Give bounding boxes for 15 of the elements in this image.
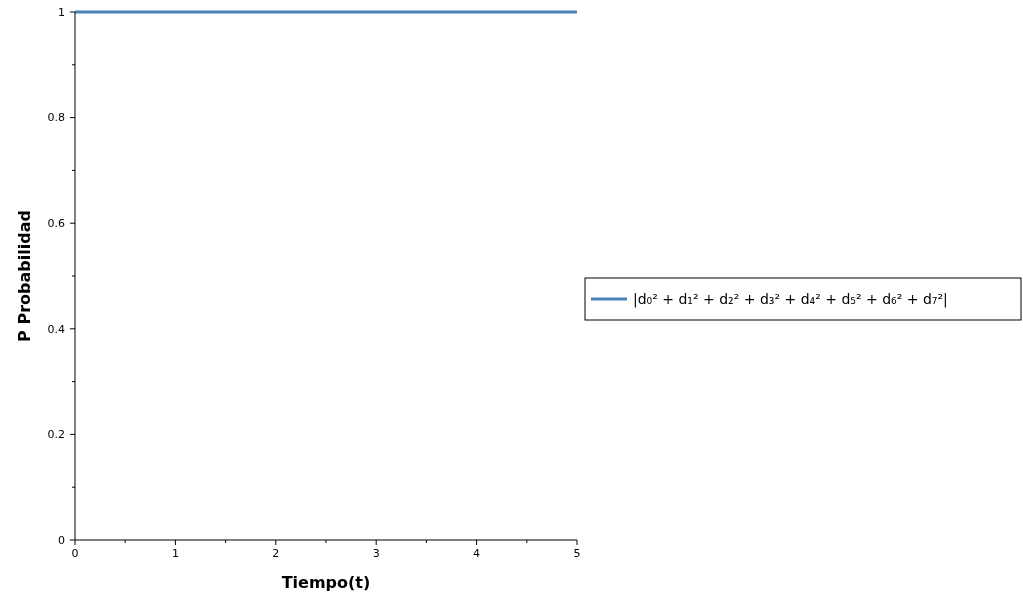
y-tick-label: 1 <box>58 5 65 19</box>
x-tick-label: 5 <box>573 547 581 560</box>
x-tick-label: 4 <box>473 547 481 560</box>
y-tick-label: 0.2 <box>47 428 65 442</box>
x-axis-title: Tiempo(t) <box>281 573 371 592</box>
y-tick-label: 0.6 <box>47 217 65 231</box>
x-tick-label: 2 <box>272 547 280 560</box>
x-tick-label: 0 <box>71 547 79 560</box>
legend-label: |d₀² + d₁² + d₂² + d₃² + d₄² + d₅² + d₆² + d₇²| <box>633 290 948 308</box>
y-tick-label: 0 <box>58 533 65 547</box>
y-tick-label: 0.8 <box>47 111 65 125</box>
x-tick-label: 3 <box>372 547 380 560</box>
y-axis-title: P Probabilidad <box>15 210 34 342</box>
y-tick-label: 0.4 <box>47 322 65 336</box>
x-tick-label: 1 <box>171 547 179 560</box>
